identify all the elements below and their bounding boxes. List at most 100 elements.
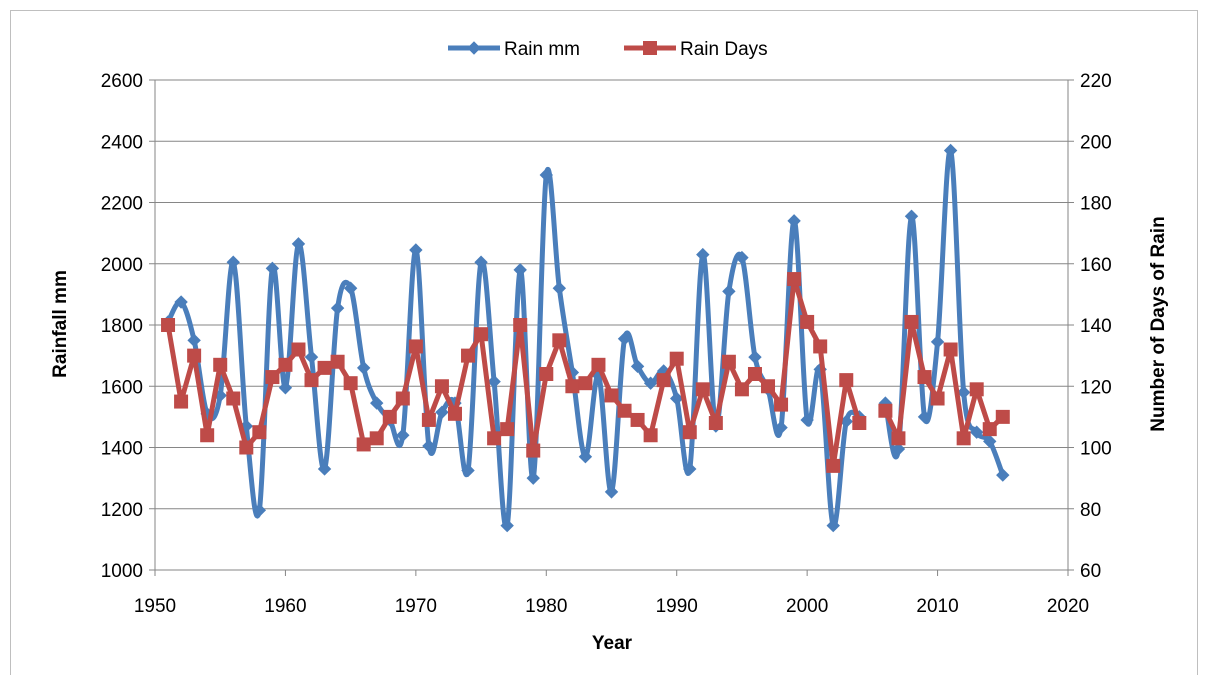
y-left-tick-label: 2600	[101, 71, 143, 92]
data-point	[488, 432, 501, 445]
y-left-tick-label: 2000	[101, 255, 143, 276]
data-point	[468, 42, 480, 54]
data-point	[788, 215, 800, 227]
data-point	[227, 392, 240, 405]
data-point	[527, 444, 540, 457]
data-point	[201, 429, 214, 442]
series-line	[168, 169, 859, 527]
data-point	[840, 374, 853, 387]
data-point	[801, 315, 814, 328]
data-point	[723, 285, 735, 297]
x-tick-label: 1960	[264, 596, 306, 617]
data-point	[631, 413, 644, 426]
y-axis-left-title: Rainfall mm	[50, 270, 71, 378]
data-point	[644, 429, 657, 442]
data-point	[749, 351, 761, 363]
legend-label: Rain Days	[680, 39, 768, 60]
data-point	[462, 349, 475, 362]
data-point	[305, 374, 318, 387]
data-point	[344, 377, 357, 390]
y-right-tick-label: 180	[1080, 194, 1112, 215]
data-point	[188, 349, 201, 362]
data-point	[214, 358, 227, 371]
x-tick-label: 1990	[656, 596, 698, 617]
y-left-tick-label: 1600	[101, 377, 143, 398]
legend-label: Rain mm	[504, 39, 580, 60]
data-point	[358, 362, 370, 374]
data-point	[905, 315, 918, 328]
legend: Rain mm Rain Days	[448, 39, 768, 60]
data-point	[997, 469, 1009, 481]
data-point	[279, 382, 291, 394]
y-right-tick-label: 120	[1080, 377, 1112, 398]
x-tick-label: 2010	[916, 596, 958, 617]
data-point	[879, 404, 892, 417]
data-point	[944, 343, 957, 356]
x-tick-label: 1950	[134, 596, 176, 617]
y-left-tick-label: 1200	[101, 500, 143, 521]
data-point	[409, 340, 422, 353]
data-point	[957, 432, 970, 445]
data-point	[318, 361, 331, 374]
x-tick-label: 2020	[1047, 596, 1089, 617]
data-point	[540, 368, 553, 381]
data-point	[553, 334, 566, 347]
data-point	[905, 210, 917, 222]
data-point	[383, 410, 396, 423]
data-point	[566, 380, 579, 393]
data-point	[410, 244, 422, 256]
y-right-tick-label: 140	[1080, 316, 1112, 337]
data-point	[683, 426, 696, 439]
data-point	[932, 336, 944, 348]
y-left-tick-label: 1000	[101, 561, 143, 582]
y-right-tick-label: 60	[1080, 561, 1101, 582]
y-right-tick-label: 220	[1080, 71, 1112, 92]
data-point	[370, 432, 383, 445]
y-left-tick-label: 1800	[101, 316, 143, 337]
data-point	[644, 42, 657, 55]
data-point	[240, 441, 253, 454]
data-point	[448, 407, 461, 420]
data-point	[292, 343, 305, 356]
data-point	[827, 459, 840, 472]
data-point	[162, 319, 175, 332]
y-right-tick-label: 160	[1080, 255, 1112, 276]
data-point	[553, 282, 565, 294]
data-point	[735, 383, 748, 396]
data-point	[762, 380, 775, 393]
data-point	[579, 377, 592, 390]
data-point	[670, 352, 683, 365]
y-left-tick-label: 1400	[101, 439, 143, 460]
data-point	[396, 392, 409, 405]
data-point	[814, 340, 827, 353]
data-point	[435, 380, 448, 393]
legend-item-rain-mm: Rain mm	[448, 39, 580, 60]
data-point	[722, 355, 735, 368]
data-point	[970, 383, 983, 396]
data-point	[188, 334, 200, 346]
data-point	[788, 273, 801, 286]
y-right-tick-label: 80	[1080, 500, 1101, 521]
data-point	[605, 389, 618, 402]
data-point	[175, 395, 188, 408]
data-point	[514, 264, 526, 276]
data-point	[306, 351, 318, 363]
data-point	[996, 410, 1009, 423]
data-point	[853, 417, 866, 430]
data-point	[266, 371, 279, 384]
x-tick-label: 1970	[395, 596, 437, 617]
data-point	[501, 423, 514, 436]
data-point	[279, 358, 292, 371]
data-point	[918, 371, 931, 384]
data-point	[697, 249, 709, 261]
data-point	[253, 426, 266, 439]
data-point	[332, 302, 344, 314]
y-axis-right-title: Number of Days of Rain	[1148, 216, 1169, 431]
data-point	[696, 383, 709, 396]
data-point	[514, 319, 527, 332]
legend-item-rain-days: Rain Days	[624, 39, 768, 60]
data-point	[931, 392, 944, 405]
x-tick-label: 2000	[786, 596, 828, 617]
y-right-tick-label: 200	[1080, 132, 1112, 153]
